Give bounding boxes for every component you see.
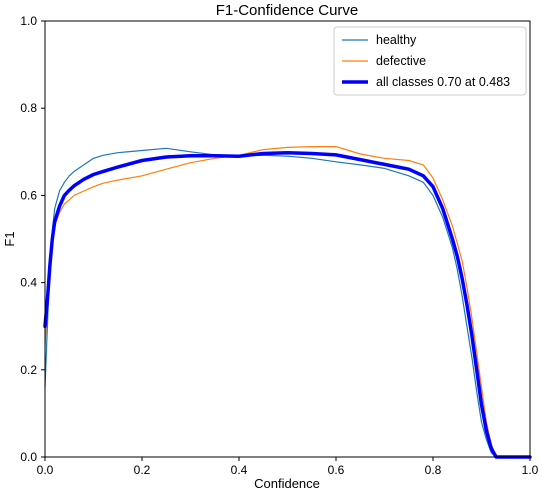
y-tick-label: 0.4 [20, 276, 37, 290]
legend-label: all classes 0.70 at 0.483 [376, 75, 510, 89]
y-tick-label: 0.0 [20, 450, 37, 464]
x-tick-label: 0.6 [328, 463, 345, 477]
legend-label: defective [376, 54, 426, 68]
x-axis-label: Confidence [254, 476, 320, 491]
axis-ticks: 0.0 0.2 0.4 0.6 0.8 1.0 0.0 0.2 0.4 0.6 0.8 1.0 [20, 14, 538, 477]
x-tick-label: 1.0 [522, 463, 539, 477]
x-tick-label: 0.0 [37, 463, 54, 477]
x-tick-label: 0.8 [425, 463, 442, 477]
y-tick-label: 0.8 [20, 101, 37, 115]
y-axis-label: F1 [2, 231, 17, 246]
legend-box [333, 26, 527, 96]
y-tick-label: 0.2 [20, 363, 37, 377]
series-line-1 [44, 147, 531, 458]
x-tick-label: 0.2 [134, 463, 151, 477]
legend-label: healthy [376, 33, 417, 47]
series-line-3 [43, 150, 532, 459]
chart-title: F1-Confidence Curve [216, 2, 359, 19]
series-line-2 [44, 146, 531, 458]
plot-frame [44, 20, 531, 458]
legend: healthy defective all classes 0.70 at 0.48… [333, 26, 527, 96]
x-tick-label: 0.4 [231, 463, 248, 477]
plot-area [43, 146, 532, 459]
y-tick-label: 0.6 [20, 188, 37, 202]
y-tick-label: 1.0 [20, 14, 37, 28]
